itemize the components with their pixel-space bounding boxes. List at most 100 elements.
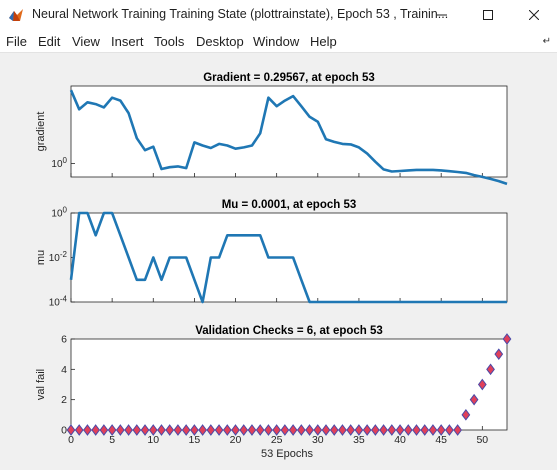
- training-state-figure: Gradient = 0.29567, at epoch 53 gradient 1…: [35, 72, 512, 460]
- x-tick-label: 50: [476, 434, 488, 446]
- val-fail-point: [140, 424, 150, 436]
- val-fail-point: [132, 424, 142, 436]
- axes-box: [70, 85, 508, 178]
- y-tick-label: 2: [61, 394, 67, 406]
- val-fail-point: [338, 424, 347, 436]
- val-fail-point: [346, 424, 356, 436]
- val-fail-point: [288, 424, 298, 436]
- y-tick-label: 4: [61, 364, 67, 376]
- val-fail-point: [173, 424, 183, 436]
- val-fail-point: [247, 424, 257, 436]
- val-fail-point: [420, 424, 430, 436]
- val-fail-point: [99, 424, 109, 436]
- x-tick-label: 0: [68, 434, 74, 446]
- val-fail-point: [239, 424, 249, 436]
- matlab-icon: [9, 9, 23, 21]
- chart-title: Mu = 0.0001, at epoch 53: [222, 199, 357, 211]
- val-fail-point: [387, 424, 397, 436]
- y-tick-label: 100: [51, 206, 67, 220]
- val-fail-point: [362, 424, 372, 436]
- val-fail-point: [165, 424, 175, 436]
- chart-panel-2: Mu = 0.0001, at epoch 53 mu 100 10-2 10-4: [35, 199, 508, 309]
- series-line: [69, 89, 508, 186]
- menu-desktop[interactable]: Desktop: [196, 34, 244, 49]
- x-tick-label: 15: [189, 434, 201, 446]
- chart-panel-1: Gradient = 0.29567, at epoch 53 gradient 1…: [35, 72, 508, 186]
- val-fail-point: [502, 333, 512, 345]
- val-fail-point: [296, 424, 306, 436]
- val-fail-point: [412, 424, 421, 436]
- x-tick-label: 10: [147, 434, 159, 446]
- val-fail-point: [428, 424, 438, 436]
- y-axis-label: val fail: [35, 369, 47, 400]
- val-fail-point: [206, 424, 216, 436]
- menu-help[interactable]: Help: [310, 34, 337, 49]
- val-fail-point: [354, 424, 364, 436]
- val-fail-point: [107, 424, 117, 436]
- menu-file[interactable]: File: [6, 34, 27, 49]
- menu-view[interactable]: View: [72, 34, 100, 49]
- val-fail-point: [231, 424, 240, 436]
- menu-insert[interactable]: Insert: [111, 34, 144, 49]
- x-tick-label: 5: [109, 434, 115, 446]
- val-fail-point: [305, 424, 314, 436]
- val-fail-point: [190, 424, 199, 436]
- val-fail-point: [477, 378, 487, 391]
- x-tick-label: 45: [435, 434, 447, 446]
- val-fail-point: [83, 424, 92, 436]
- y-tick-label: 0: [61, 425, 67, 437]
- menu-edit[interactable]: Edit: [38, 34, 61, 49]
- val-fail-point: [214, 424, 224, 436]
- y-axis-label: mu: [35, 250, 47, 265]
- menu-bar: File Edit View Insert Tools Desktop Wind…: [0, 30, 557, 53]
- val-fail-point: [124, 424, 133, 436]
- minimize-icon: [437, 14, 447, 16]
- val-fail-point: [255, 424, 265, 436]
- val-fail-point: [445, 424, 454, 436]
- val-fail-point: [494, 348, 504, 360]
- maximize-button[interactable]: [465, 0, 511, 30]
- val-fail-point: [329, 424, 339, 436]
- x-tick-label: 40: [394, 434, 406, 446]
- title-bar: Neural Network Training Training State (…: [0, 0, 557, 30]
- close-button[interactable]: [511, 0, 557, 30]
- dock-arrow-icon[interactable]: ↵: [542, 36, 551, 47]
- x-tick-label: 35: [353, 434, 365, 446]
- x-axis-label: 53 Epochs: [261, 448, 313, 460]
- y-axis-label: gradient: [35, 112, 47, 152]
- val-fail-point: [264, 424, 273, 436]
- menu-window[interactable]: Window: [253, 34, 300, 49]
- minimize-button[interactable]: [419, 0, 465, 30]
- val-fail-point: [91, 424, 101, 436]
- val-fail-point: [280, 424, 290, 436]
- val-fail-point: [272, 424, 282, 436]
- y-tick-label: 10-2: [49, 250, 68, 264]
- val-fail-point: [453, 424, 463, 436]
- chart-panel-3: Validation Checks = 6, at epoch 53 val fa…: [35, 325, 512, 460]
- axes-box: [70, 338, 508, 431]
- val-fail-point: [395, 424, 405, 436]
- val-fail-point: [157, 424, 166, 436]
- series-line: [69, 211, 507, 304]
- y-tick-label: 6: [61, 334, 67, 346]
- x-tick-label: 20: [230, 434, 242, 446]
- chart-title: Gradient = 0.29567, at epoch 53: [203, 72, 375, 84]
- menu-tools[interactable]: Tools: [154, 34, 185, 49]
- val-fail-point: [313, 424, 323, 436]
- x-tick-label: 30: [312, 434, 324, 446]
- val-fail-point: [436, 424, 446, 436]
- val-fail-point: [371, 424, 380, 436]
- val-fail-point: [461, 409, 471, 421]
- val-fail-point: [321, 424, 331, 436]
- val-fail-point: [403, 424, 413, 436]
- val-fail-point: [222, 424, 232, 436]
- val-fail-point: [486, 363, 495, 376]
- val-fail-point: [198, 424, 207, 436]
- y-tick-label: 10-4: [49, 295, 68, 309]
- val-fail-point: [181, 424, 191, 436]
- val-fail-point: [74, 424, 84, 436]
- val-fail-point: [469, 393, 479, 406]
- close-icon: [529, 10, 539, 20]
- val-fail-point: [379, 424, 388, 436]
- y-tick-label: 100: [51, 156, 67, 170]
